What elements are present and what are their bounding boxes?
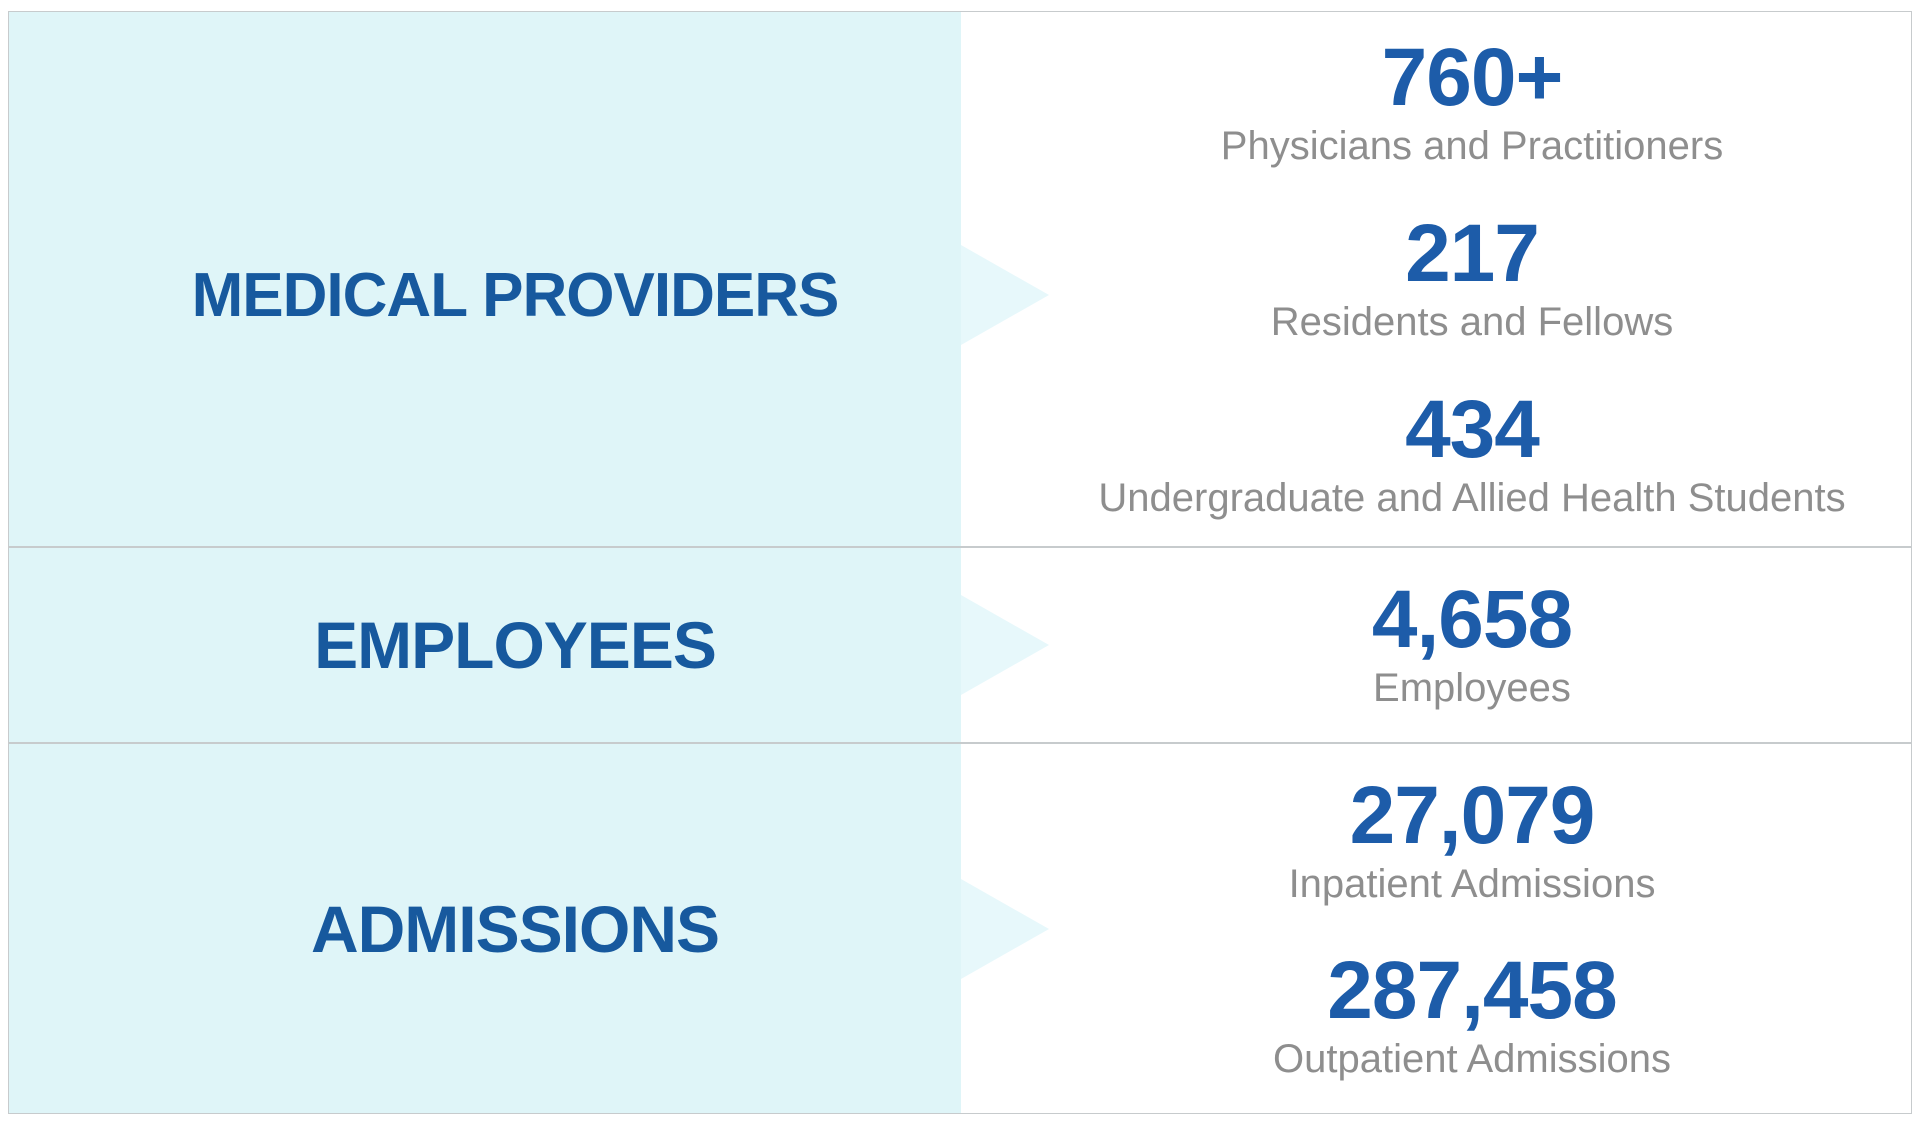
stat-label: Outpatient Admissions — [1273, 1037, 1671, 1081]
category-cell-employees: EMPLOYEES — [9, 548, 961, 742]
category-cell-admissions: ADMISSIONS — [9, 744, 961, 1113]
stat-value: 27,079 — [1349, 770, 1596, 861]
category-title: MEDICAL PROVIDERS — [191, 260, 840, 330]
arrow-right-icon — [961, 595, 1049, 695]
stat-group: 217 Residents and Fellows — [1271, 213, 1673, 345]
category-title: ADMISSIONS — [310, 891, 720, 966]
stat-label: Inpatient Admissions — [1288, 862, 1656, 906]
stat-label: Undergraduate and Allied Health Students — [1098, 476, 1846, 520]
table-row: MEDICAL PROVIDERS 760+ Physicians and Pr… — [9, 12, 1911, 546]
table-row: EMPLOYEES 4,658 Employees — [9, 546, 1911, 742]
stat-group: 27,079 Inpatient Admissions — [1289, 775, 1656, 907]
stat-label: Residents and Fellows — [1270, 300, 1674, 344]
stat-value: 760+ — [1381, 32, 1564, 123]
stats-cell-admissions: 27,079 Inpatient Admissions 287,458 Outp… — [961, 744, 1911, 1113]
stats-cell-medical-providers: 760+ Physicians and Practitioners 217 Re… — [961, 12, 1911, 546]
category-cell-medical-providers: MEDICAL PROVIDERS — [9, 12, 961, 546]
stat-value: 434 — [1405, 384, 1540, 475]
stat-label: Employees — [1373, 666, 1571, 710]
stat-label: Physicians and Practitioners — [1220, 124, 1724, 168]
category-title: EMPLOYEES — [314, 608, 717, 682]
stat-value: 4,658 — [1371, 574, 1573, 665]
stat-group: 287,458 Outpatient Admissions — [1273, 950, 1671, 1082]
stats-cell-employees: 4,658 Employees — [961, 548, 1911, 742]
stat-group: 4,658 Employees — [1371, 574, 1573, 711]
stat-value: 287,458 — [1327, 945, 1617, 1036]
stat-group: 760+ Physicians and Practitioners — [1221, 37, 1723, 169]
table-row: ADMISSIONS 27,079 Inpatient Admissions 2… — [9, 742, 1911, 1113]
stat-value: 217 — [1405, 208, 1540, 299]
facts-figures-table: MEDICAL PROVIDERS 760+ Physicians and Pr… — [8, 11, 1912, 1114]
stat-group: 434 Undergraduate and Allied Health Stud… — [1098, 389, 1845, 521]
arrow-right-icon — [961, 245, 1049, 345]
arrow-right-icon — [961, 878, 1049, 979]
